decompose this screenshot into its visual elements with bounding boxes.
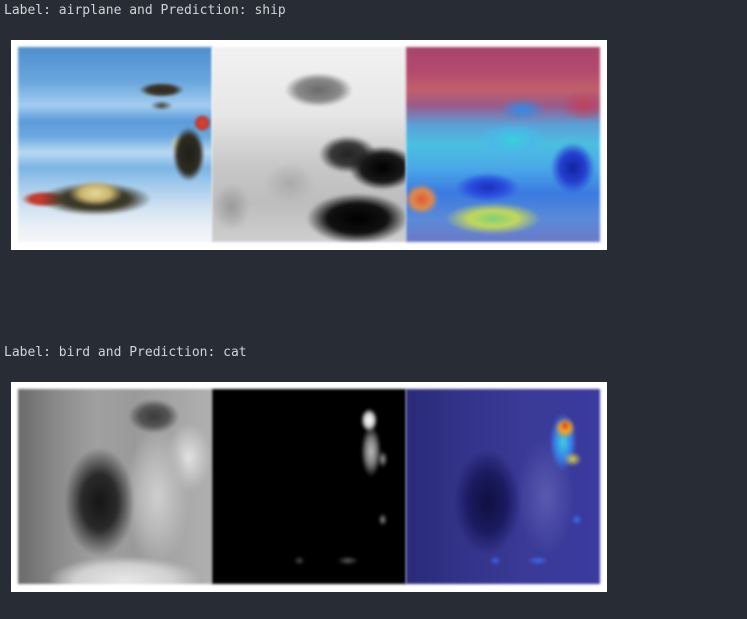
figure-panels xyxy=(18,389,600,584)
result-figure-bird xyxy=(11,382,607,592)
saliency-map-bird xyxy=(212,389,406,584)
result-caption-bird: Label: bird and Prediction: cat xyxy=(4,345,247,360)
result-figure-airplane xyxy=(11,40,607,250)
figure-panels xyxy=(18,47,600,242)
heatmap-overlay-bird xyxy=(406,389,600,584)
saliency-map-airplane xyxy=(212,47,406,242)
original-image-bird xyxy=(18,389,212,584)
result-caption-airplane: Label: airplane and Prediction: ship xyxy=(4,3,286,18)
original-image-airplane xyxy=(18,47,212,242)
heatmap-overlay-airplane xyxy=(406,47,600,242)
